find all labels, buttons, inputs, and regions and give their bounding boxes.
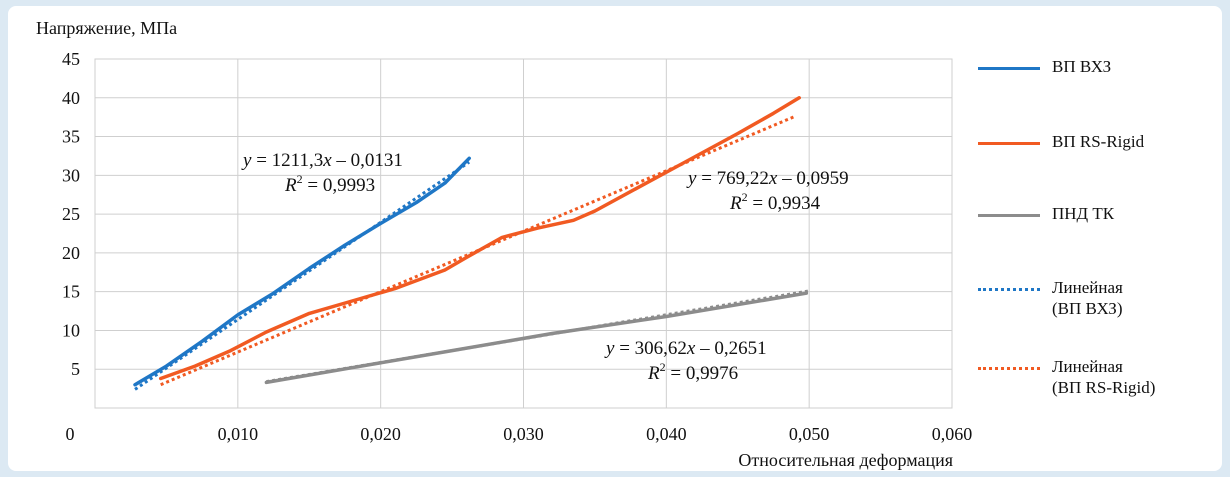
y-tick-label: 15 bbox=[62, 282, 80, 302]
x-tick-label: 0,040 bbox=[646, 424, 687, 444]
y-tick-label: 25 bbox=[62, 204, 80, 224]
y-tick-label: 40 bbox=[62, 88, 80, 108]
x-tick-label: 0 bbox=[66, 424, 75, 444]
y-tick-label: 35 bbox=[62, 127, 80, 147]
r-squared-text: R2 = 0,9976 bbox=[647, 360, 738, 384]
legend-swatch bbox=[978, 367, 1040, 370]
equation-text: y = 1211,3x – 0,0131 bbox=[241, 150, 403, 171]
legend-swatch bbox=[978, 288, 1040, 291]
y-tick-label: 45 bbox=[62, 49, 80, 69]
legend-swatch bbox=[978, 214, 1040, 217]
trendline-1 bbox=[134, 160, 471, 391]
y-tick-label: 30 bbox=[62, 165, 80, 185]
x-tick-label: 0,010 bbox=[218, 424, 259, 444]
chart-panel: 5 10 15 20 25 30 35 40 45 0 0,010 0,020 0,030 0,040 0,… bbox=[8, 6, 1222, 471]
legend-swatch bbox=[978, 67, 1040, 70]
chart: 5 10 15 20 25 30 35 40 45 0 0,010 0,020 0,030 0,040 0,… bbox=[36, 18, 972, 470]
legend-item: ВП RS-Rigid bbox=[978, 131, 1144, 152]
y-tick-label: 10 bbox=[62, 320, 80, 340]
y-tick-label: 5 bbox=[71, 359, 80, 379]
legend-label: ПНД ТК bbox=[1052, 204, 1115, 223]
plot-border bbox=[94, 58, 953, 409]
y-axis-label: Напряжение, МПа bbox=[36, 18, 177, 38]
x-tick-label: 0,060 bbox=[932, 424, 973, 444]
x-axis-label: Относительная деформация bbox=[738, 450, 953, 470]
series-lines bbox=[133, 96, 810, 391]
legend-item: Линейная (ВП ВХЗ) bbox=[978, 277, 1123, 319]
series-line-1 bbox=[133, 156, 471, 387]
r-squared-text: R2 = 0,9993 bbox=[284, 172, 375, 196]
legend-swatch bbox=[978, 142, 1040, 145]
legend-item: Линейная (ВП RS-Rigid) bbox=[978, 356, 1155, 398]
series-line-2 bbox=[158, 96, 801, 381]
legend-label: Линейная (ВП RS-Rigid) bbox=[1052, 357, 1156, 397]
x-tick-label: 0,030 bbox=[503, 424, 544, 444]
trendline-2 bbox=[160, 115, 796, 387]
tick-labels: 5 10 15 20 25 30 35 40 45 0 0,010 0,020 0,030 0,040 0,… bbox=[62, 49, 972, 444]
legend-label: ВП RS-Rigid bbox=[1052, 132, 1145, 151]
equation-text: y = 306,62x – 0,2651 bbox=[604, 338, 767, 359]
legend-label: ВП ВХЗ bbox=[1052, 57, 1112, 76]
legend-label: Линейная (ВП ВХЗ) bbox=[1052, 278, 1123, 318]
legend-item: ПНД ТК bbox=[978, 203, 1114, 224]
y-tick-label: 20 bbox=[62, 243, 80, 263]
equation-text: y = 769,22x – 0,0959 bbox=[686, 168, 849, 189]
legend-item: ВП ВХЗ bbox=[978, 56, 1111, 77]
trendline-3 bbox=[266, 289, 810, 384]
x-tick-label: 0,020 bbox=[360, 424, 401, 444]
grid bbox=[94, 58, 953, 409]
x-tick-label: 0,050 bbox=[789, 424, 830, 444]
r-squared-text: R2 = 0,9934 bbox=[729, 190, 821, 214]
